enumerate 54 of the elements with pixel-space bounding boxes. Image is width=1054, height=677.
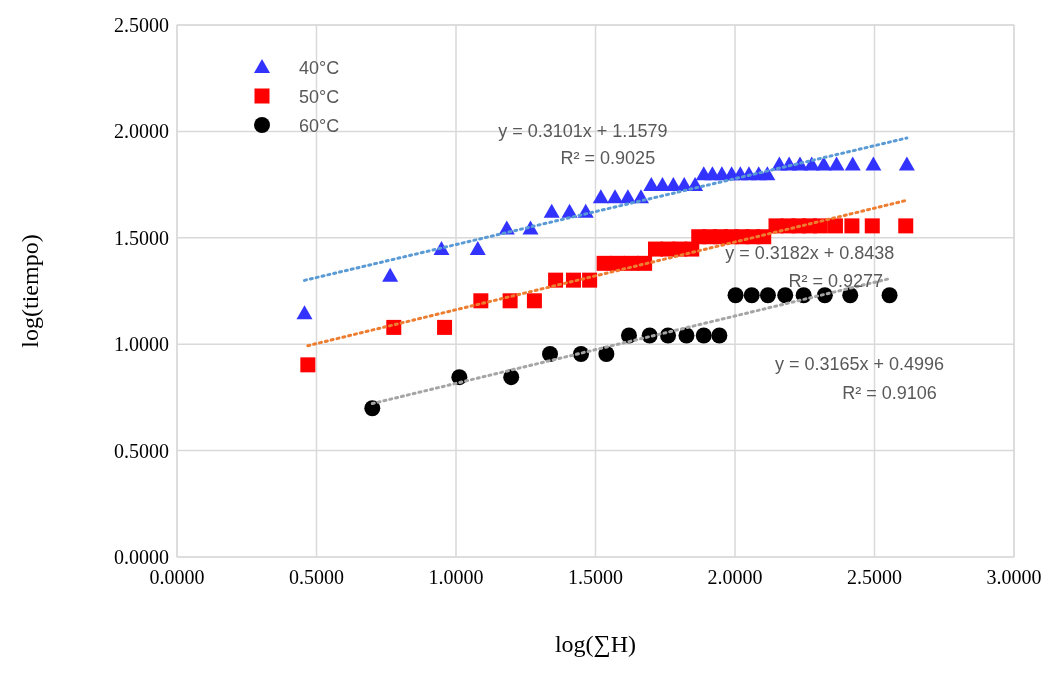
legend-label: 50°C	[299, 87, 340, 107]
point	[364, 400, 381, 417]
point	[526, 293, 542, 309]
point	[607, 189, 624, 204]
point	[743, 287, 760, 304]
x-axis-title: log(∑H)	[554, 631, 637, 658]
point	[881, 287, 898, 304]
x-tick-label: 2.0000	[707, 566, 763, 588]
point	[598, 345, 615, 362]
legend-label: 60°C	[299, 116, 340, 136]
point	[503, 369, 520, 386]
x-tick-label: 1.5000	[568, 566, 623, 588]
annotation: y = 0.3101x + 1.1579	[498, 121, 668, 141]
y-tick-label: 0.0000	[114, 546, 169, 568]
point	[759, 287, 776, 304]
x-tick-label: 2.5000	[847, 566, 902, 588]
point	[898, 156, 915, 171]
point	[842, 287, 859, 304]
point	[695, 327, 712, 344]
y-tick-label: 2.5000	[114, 14, 169, 36]
point	[678, 327, 695, 344]
x-tick-label: 3.0000	[986, 566, 1042, 588]
point	[828, 156, 845, 171]
point	[727, 287, 744, 304]
point	[296, 305, 313, 320]
point	[469, 241, 486, 256]
y-tick-label: 1.0000	[114, 333, 169, 356]
point	[382, 267, 399, 282]
point	[542, 345, 559, 362]
point	[592, 189, 609, 204]
point	[844, 218, 860, 234]
point	[711, 327, 728, 344]
point	[865, 156, 882, 171]
y-tick-label: 1.5000	[114, 226, 169, 249]
x-tick-label: 0.5000	[289, 566, 344, 588]
point	[300, 357, 316, 373]
annotation: R² = 0.9025	[560, 148, 656, 168]
y-tick-label: 0.5000	[114, 439, 169, 462]
y-tick-label: 2.0000	[114, 120, 169, 143]
annotation: R² = 0.9277	[788, 270, 884, 291]
annotation: y = 0.3182x + 0.8438	[725, 242, 895, 263]
point	[844, 156, 861, 171]
point	[898, 218, 914, 234]
x-tick-label: 0.0000	[149, 566, 205, 588]
annotation: R² = 0.9106	[842, 382, 937, 403]
annotation: y = 0.3165x + 0.4996	[775, 353, 945, 374]
y-axis-title: log(tiempo)	[17, 234, 43, 348]
point	[437, 319, 453, 335]
x-tick-label: 1.0000	[428, 566, 484, 588]
legend-label: 40°C	[299, 58, 340, 78]
point	[864, 218, 880, 234]
point	[777, 287, 794, 304]
point	[827, 218, 843, 234]
point	[543, 203, 560, 218]
